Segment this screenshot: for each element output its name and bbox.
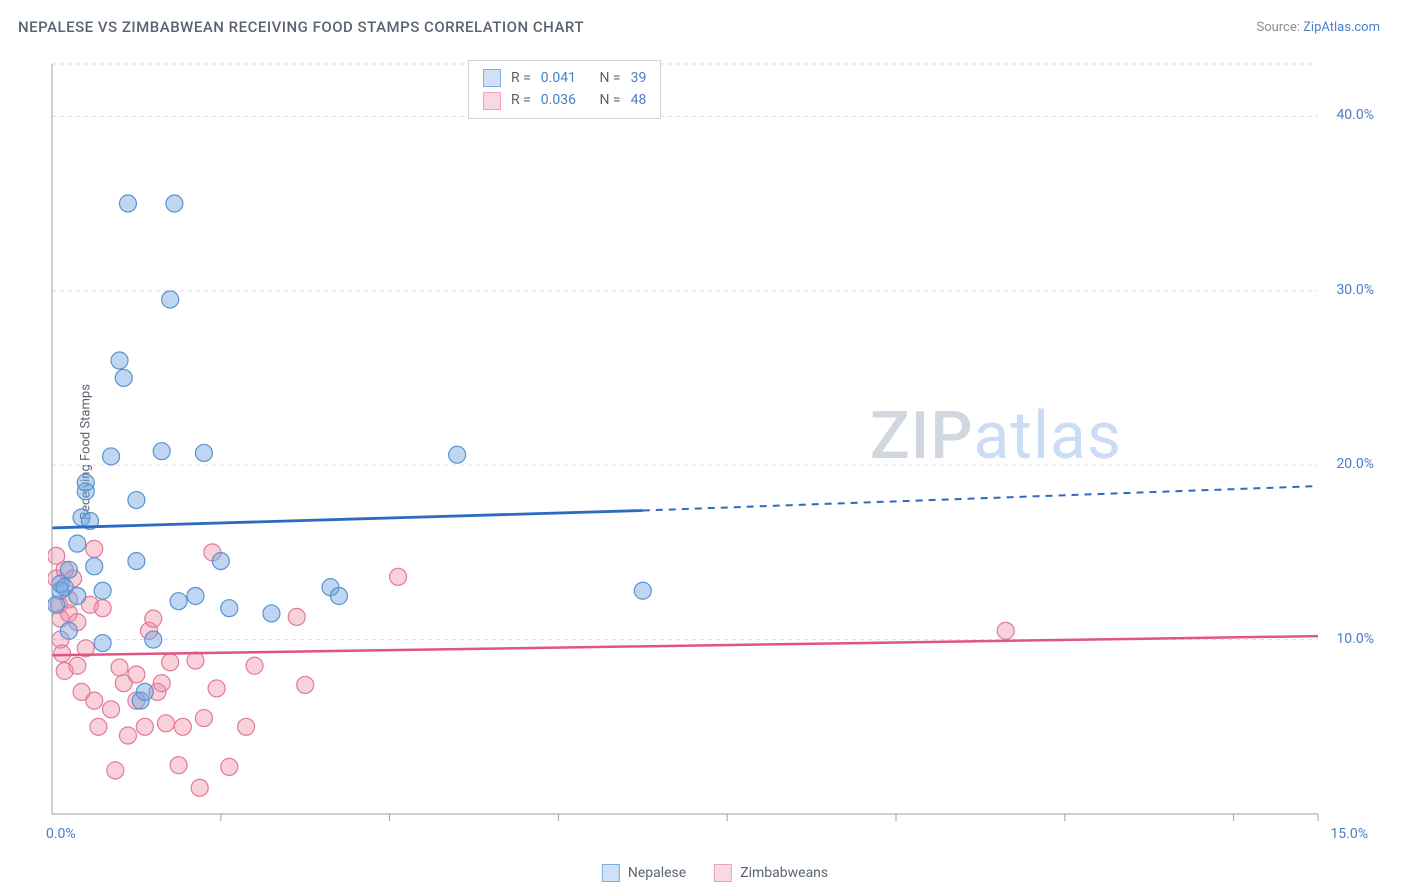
chart-area: Receiving Food Stamps ZIPatlas R = 0.041… [48, 58, 1382, 846]
stats-swatch-nepalese [483, 69, 501, 87]
r-value-2: 0.036 [541, 89, 576, 111]
r-value-1: 0.041 [541, 67, 576, 89]
legend-swatch-zimbabweans [714, 864, 732, 882]
legend: Nepalese Zimbabweans [602, 864, 828, 882]
source-link[interactable]: ZipAtlas.com [1303, 20, 1380, 35]
legend-swatch-nepalese [602, 864, 620, 882]
stats-row-zimbabweans: R = 0.036 N = 48 [483, 89, 646, 111]
n-label-2: N = [599, 89, 620, 111]
x-axis-label-max: 15.0% [1330, 826, 1368, 842]
source-prefix: Source: [1256, 20, 1303, 35]
source-label: Source: ZipAtlas.com [1256, 20, 1380, 35]
legend-label-zimbabweans: Zimbabweans [740, 865, 828, 881]
y-axis-label-20: 20.0% [1336, 456, 1374, 472]
x-axis-label-min: 0.0% [46, 826, 76, 842]
n-label-1: N = [599, 67, 620, 89]
legend-item-nepalese: Nepalese [602, 864, 686, 882]
y-axis-label-40: 40.0% [1336, 107, 1374, 123]
n-value-1: 39 [631, 67, 647, 89]
stats-row-nepalese: R = 0.041 N = 39 [483, 67, 646, 89]
r-label-1: R = [511, 67, 531, 89]
r-label-2: R = [511, 89, 531, 111]
y-axis-label-30: 30.0% [1336, 282, 1374, 298]
legend-label-nepalese: Nepalese [628, 865, 686, 881]
scatter-plot [48, 58, 1382, 846]
legend-item-zimbabweans: Zimbabweans [714, 864, 828, 882]
stats-box: R = 0.041 N = 39 R = 0.036 N = 48 [468, 60, 661, 119]
y-axis-label-10: 10.0% [1336, 631, 1374, 647]
stats-swatch-zimbabweans [483, 92, 501, 110]
n-value-2: 48 [631, 89, 647, 111]
chart-title: NEPALESE VS ZIMBABWEAN RECEIVING FOOD ST… [18, 18, 584, 36]
